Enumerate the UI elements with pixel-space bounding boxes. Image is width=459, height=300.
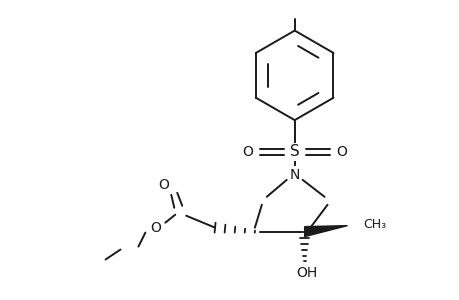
Text: N: N: [289, 168, 299, 182]
Text: S: S: [289, 145, 299, 160]
Text: O: O: [150, 220, 161, 235]
Text: O: O: [336, 145, 346, 159]
Text: O: O: [242, 145, 253, 159]
Text: O: O: [157, 178, 168, 192]
Polygon shape: [304, 226, 347, 237]
Text: CH₃: CH₃: [363, 218, 386, 231]
Text: OH: OH: [296, 266, 317, 280]
